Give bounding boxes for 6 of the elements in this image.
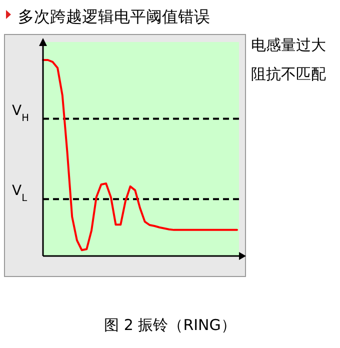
text: 电感量过大 [251,36,326,54]
ref-line-label: V$_{L}$ [12,183,28,204]
chart-title: 多次跨越逻辑电平阈值错误 [18,7,210,26]
text: 阻抗不匹配 [251,65,326,83]
caption: 图 2 振铃（RING） [104,316,236,334]
ref-line-label: V$_{H}$ [12,102,29,124]
